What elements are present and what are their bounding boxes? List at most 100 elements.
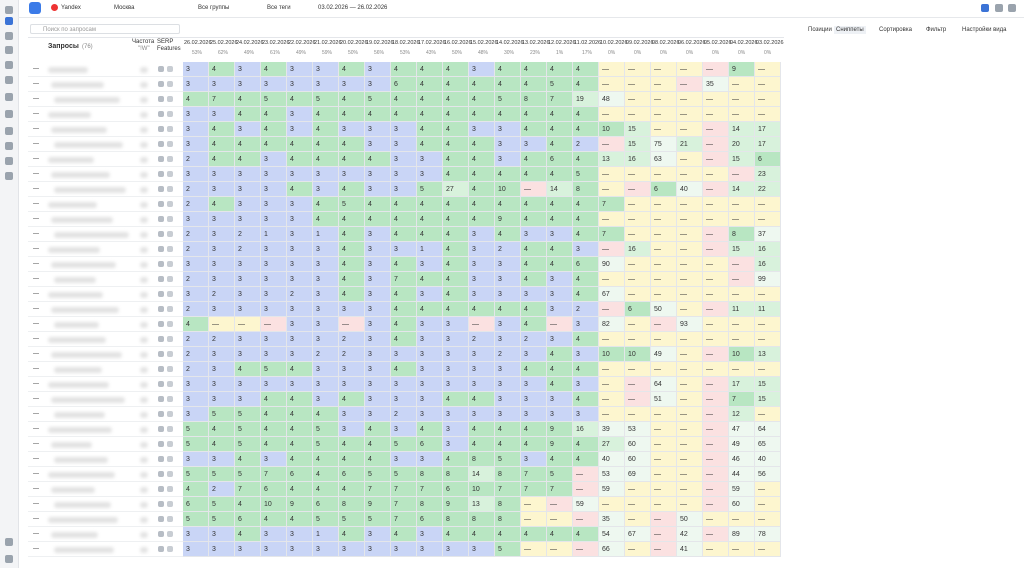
position-cell[interactable]: 3 — [183, 107, 209, 122]
position-cell[interactable]: — — [755, 407, 781, 422]
position-cell[interactable]: 8 — [495, 512, 521, 527]
position-cell[interactable]: 4 — [573, 527, 599, 542]
position-cell[interactable]: — — [625, 92, 651, 107]
position-cell[interactable]: 3 — [261, 197, 287, 212]
position-cell[interactable]: 89 — [729, 527, 755, 542]
position-cell[interactable]: 3 — [287, 272, 313, 287]
position-cell[interactable]: 3 — [183, 137, 209, 152]
position-cell[interactable]: — — [625, 407, 651, 422]
position-cell[interactable]: 2 — [209, 482, 235, 497]
date-header[interactable]: 16.02.2026 — [444, 40, 472, 46]
position-cell[interactable]: 4 — [235, 107, 261, 122]
position-cell[interactable]: 3 — [391, 377, 417, 392]
position-cell[interactable]: 4 — [443, 527, 469, 542]
position-cell[interactable]: — — [755, 497, 781, 512]
position-cell[interactable]: 4 — [573, 152, 599, 167]
position-cell[interactable]: 3 — [235, 302, 261, 317]
nav-icon[interactable] — [5, 61, 13, 69]
position-cell[interactable]: 4 — [495, 302, 521, 317]
position-cell[interactable]: — — [677, 257, 703, 272]
position-cell[interactable]: 2 — [339, 347, 365, 362]
position-cell[interactable]: 60 — [729, 497, 755, 512]
position-cell[interactable]: — — [703, 422, 729, 437]
position-cell[interactable]: 3 — [443, 362, 469, 377]
position-cell[interactable]: 3 — [287, 122, 313, 137]
position-cell[interactable]: 6 — [443, 482, 469, 497]
position-cell[interactable]: 4 — [573, 212, 599, 227]
position-cell[interactable]: 3 — [495, 407, 521, 422]
position-cell[interactable]: 11 — [729, 302, 755, 317]
position-cell[interactable]: 8 — [443, 467, 469, 482]
position-cell[interactable]: 3 — [183, 257, 209, 272]
position-cell[interactable]: 3 — [365, 542, 391, 557]
position-cell[interactable]: — — [703, 332, 729, 347]
position-cell[interactable]: 7 — [261, 467, 287, 482]
position-cell[interactable]: 8 — [495, 467, 521, 482]
position-cell[interactable]: 3 — [469, 407, 495, 422]
view-button[interactable]: Настройки вида — [962, 27, 1007, 33]
position-cell[interactable]: 4 — [469, 437, 495, 452]
position-cell[interactable]: 10 — [261, 497, 287, 512]
position-cell[interactable]: 3 — [521, 377, 547, 392]
position-cell[interactable]: 3 — [365, 302, 391, 317]
position-cell[interactable]: — — [599, 242, 625, 257]
position-cell[interactable]: 2 — [573, 137, 599, 152]
position-cell[interactable]: — — [235, 317, 261, 332]
position-cell[interactable]: 40 — [755, 452, 781, 467]
position-cell[interactable]: 4 — [339, 152, 365, 167]
position-cell[interactable]: 3 — [313, 377, 339, 392]
position-cell[interactable]: — — [677, 242, 703, 257]
position-cell[interactable]: 3 — [287, 542, 313, 557]
position-cell[interactable]: 3 — [261, 542, 287, 557]
position-cell[interactable]: 3 — [495, 122, 521, 137]
position-cell[interactable]: 4 — [235, 362, 261, 377]
position-cell[interactable]: — — [469, 317, 495, 332]
position-cell[interactable]: 9 — [547, 422, 573, 437]
position-cell[interactable]: 6 — [547, 152, 573, 167]
position-cell[interactable]: 10 — [599, 347, 625, 362]
position-cell[interactable]: — — [703, 347, 729, 362]
position-cell[interactable]: 4 — [573, 287, 599, 302]
position-cell[interactable]: 3 — [235, 272, 261, 287]
position-cell[interactable]: 3 — [365, 62, 391, 77]
position-cell[interactable]: 2 — [183, 362, 209, 377]
position-cell[interactable]: 5 — [235, 467, 261, 482]
position-cell[interactable]: 4 — [287, 512, 313, 527]
position-cell[interactable]: 3 — [287, 257, 313, 272]
position-cell[interactable]: 3 — [521, 287, 547, 302]
position-cell[interactable]: 4 — [365, 422, 391, 437]
position-cell[interactable]: 4 — [417, 77, 443, 92]
position-cell[interactable]: — — [755, 362, 781, 377]
position-cell[interactable]: 27 — [599, 437, 625, 452]
position-cell[interactable]: — — [651, 197, 677, 212]
position-cell[interactable]: 2 — [209, 287, 235, 302]
position-cell[interactable]: 3 — [183, 77, 209, 92]
position-cell[interactable]: 4 — [313, 107, 339, 122]
position-cell[interactable]: — — [677, 107, 703, 122]
position-cell[interactable]: — — [573, 542, 599, 557]
position-cell[interactable]: 4 — [469, 197, 495, 212]
position-cell[interactable]: 5 — [261, 92, 287, 107]
position-cell[interactable]: 3 — [573, 317, 599, 332]
position-cell[interactable]: 11 — [755, 302, 781, 317]
position-cell[interactable]: 3 — [443, 407, 469, 422]
position-cell[interactable]: 3 — [573, 407, 599, 422]
position-cell[interactable]: 22 — [755, 182, 781, 197]
position-cell[interactable]: 3 — [339, 407, 365, 422]
position-cell[interactable]: 3 — [235, 347, 261, 362]
position-cell[interactable]: 7 — [495, 482, 521, 497]
position-cell[interactable]: 3 — [287, 242, 313, 257]
position-cell[interactable]: 4 — [495, 167, 521, 182]
position-cell[interactable]: 4 — [521, 302, 547, 317]
position-cell[interactable]: — — [677, 392, 703, 407]
position-cell[interactable]: 3 — [261, 212, 287, 227]
position-cell[interactable]: 3 — [235, 392, 261, 407]
position-cell[interactable]: — — [703, 467, 729, 482]
position-cell[interactable]: 4 — [443, 77, 469, 92]
position-cell[interactable]: — — [209, 317, 235, 332]
position-cell[interactable]: 46 — [729, 452, 755, 467]
position-cell[interactable]: — — [625, 77, 651, 92]
position-cell[interactable]: — — [599, 362, 625, 377]
position-cell[interactable]: 4 — [521, 62, 547, 77]
position-cell[interactable]: 4 — [443, 122, 469, 137]
